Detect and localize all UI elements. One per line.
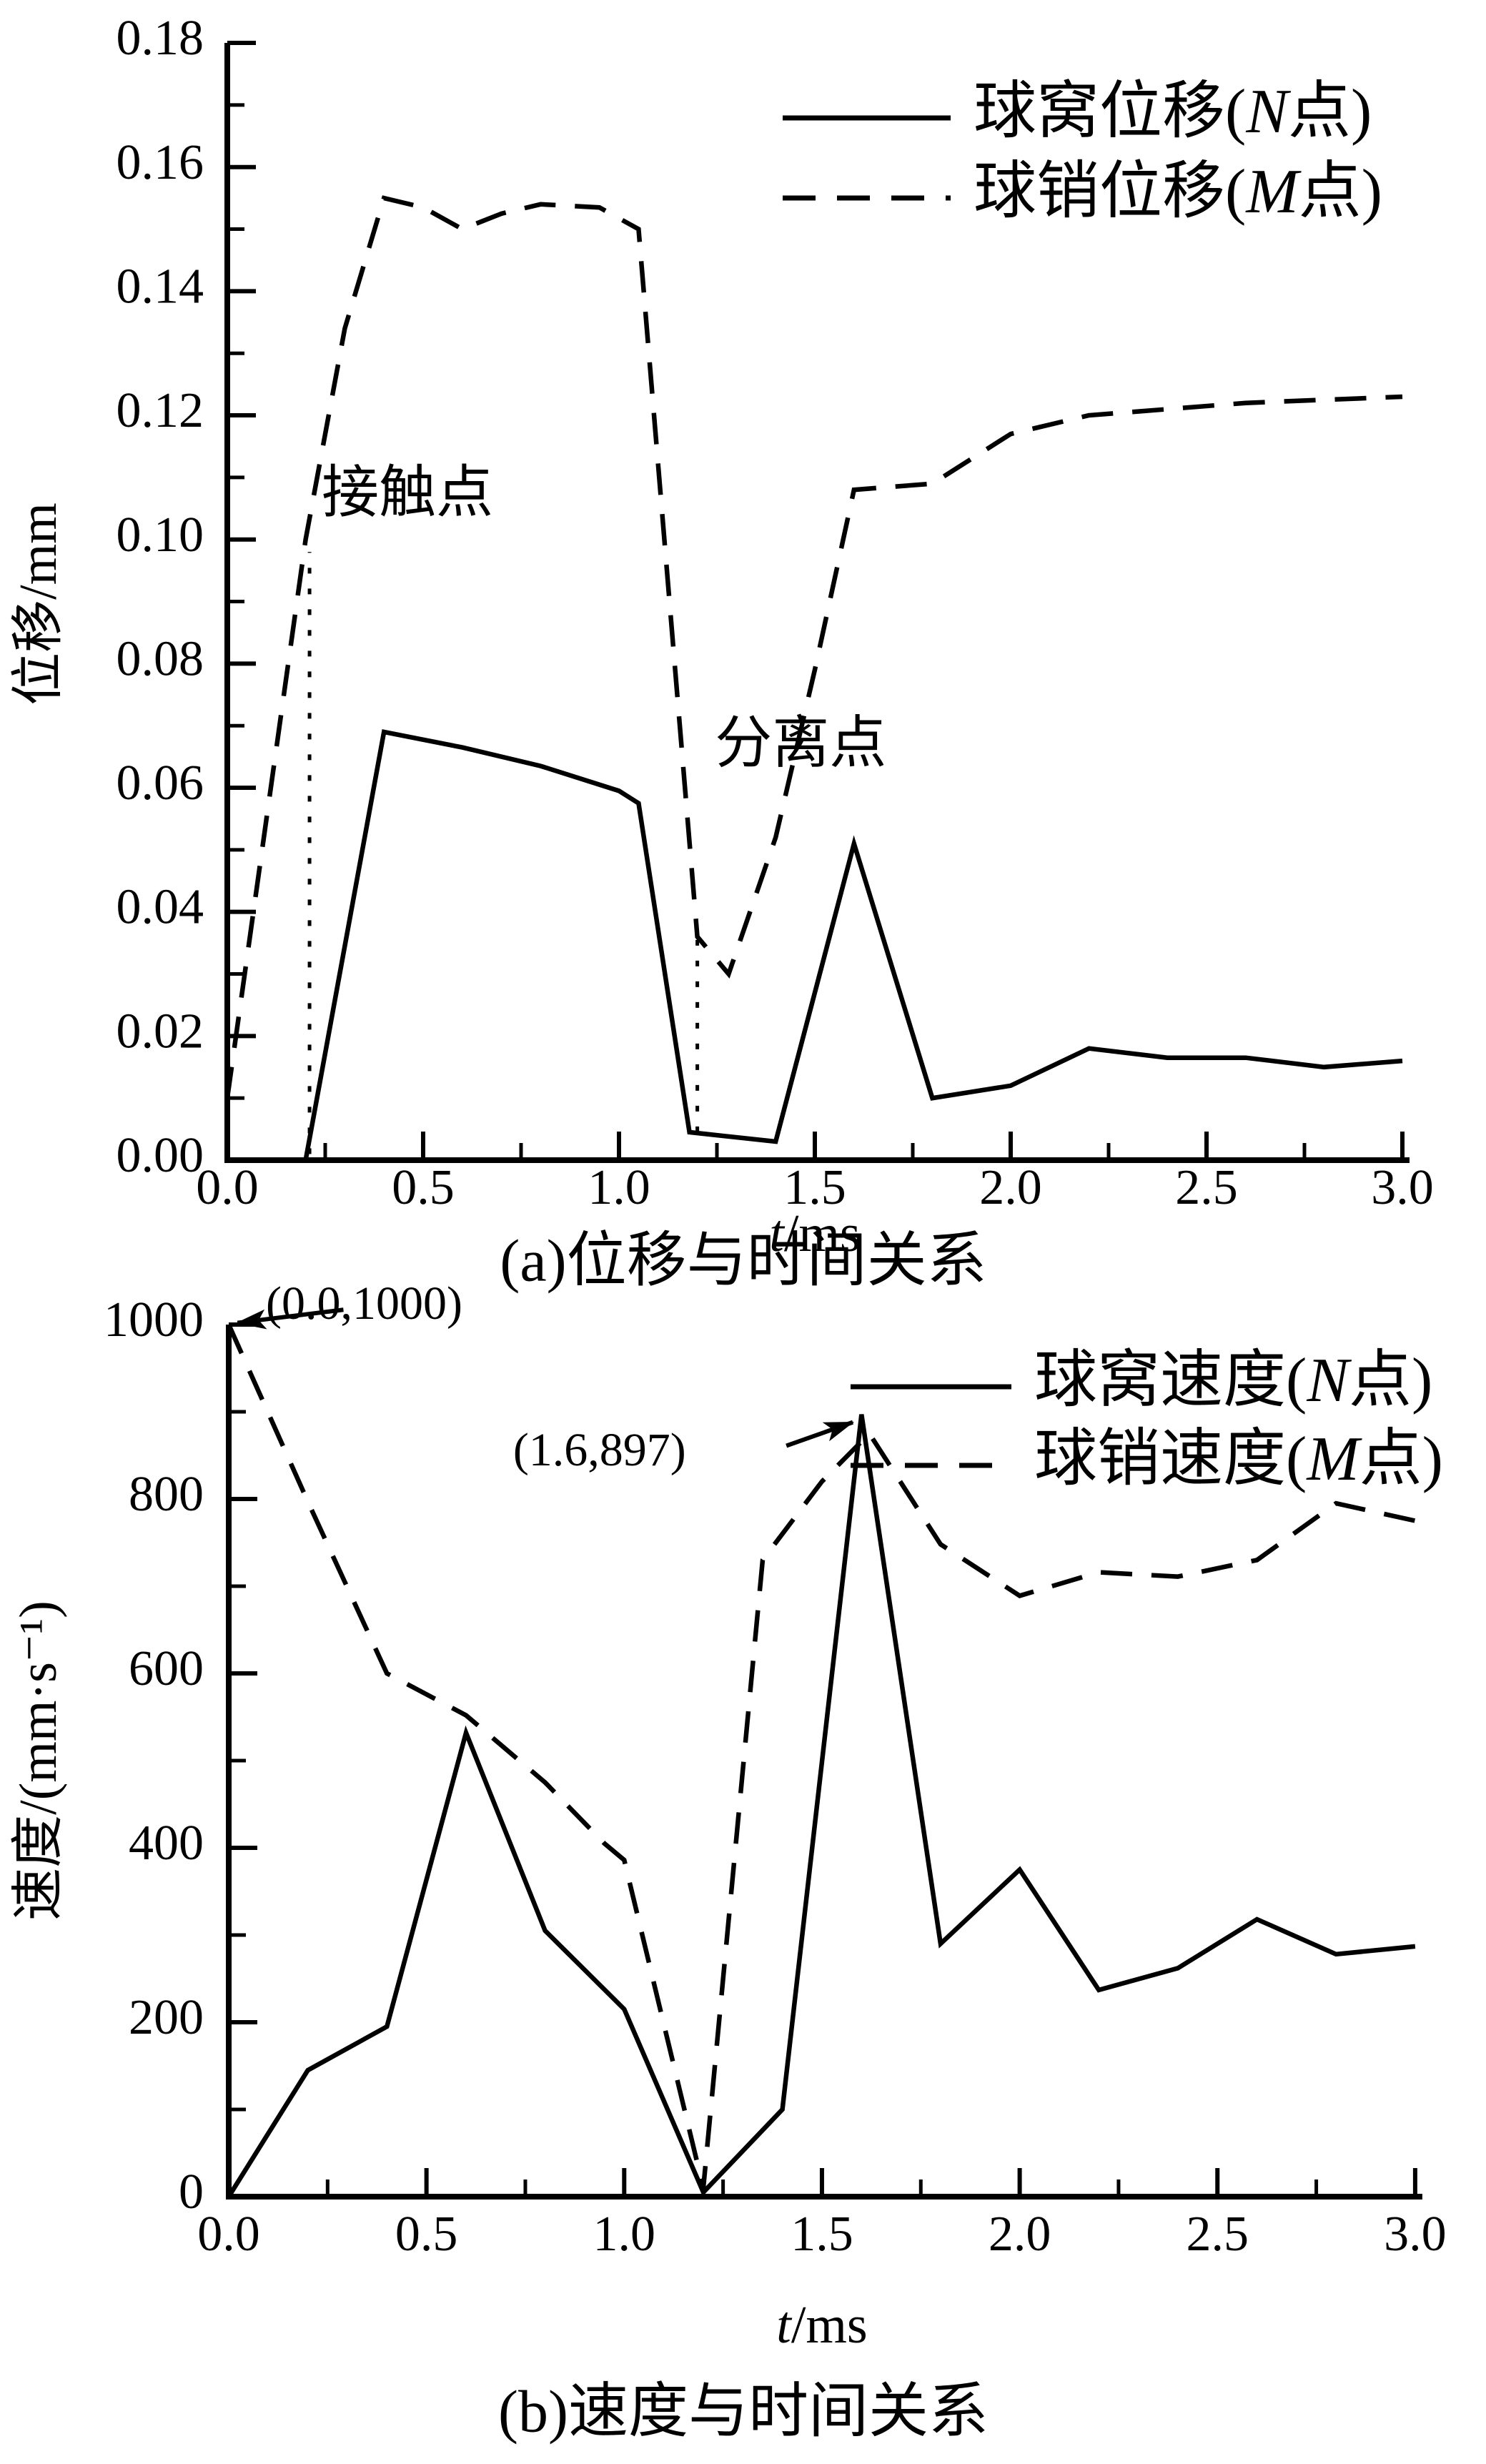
chart-b-y-axis-title: 速度/(mm·s⁻¹)	[9, 1600, 68, 1921]
annotations: (0.0,1000) (1.6,897)	[236, 1277, 854, 1476]
y-tick-label: 0.12	[117, 383, 204, 438]
y-tick-label: 400	[129, 1816, 204, 1871]
y-tick-label: 800	[129, 1467, 204, 1522]
legend-label: 球窝速度(N点)	[1034, 1346, 1432, 1415]
y-axis-ticks: 0.00 0.02 0.04 0.06 0.08 0.10 0.12 0.14 0.16 0.18	[117, 11, 256, 1183]
chart-a-y-axis-title: 位移/mm	[9, 503, 68, 706]
chart-a-canvas: 0.00 0.02 0.04 0.06 0.08 0.10 0.12 0.14 0.16 0.18…	[9, 11, 1434, 1294]
chart-b-render-root: 0 200 400 600 800 1000 0.0 0.5 1.0 1.5 2.0 2.5 3.0 球窝…	[104, 1277, 1447, 2262]
x-tick-label: 1.5	[791, 2207, 853, 2262]
x-tick-label: 0.5	[395, 2207, 458, 2262]
y-tick-label: 0.04	[117, 880, 204, 935]
curve-pin-velocity-M	[227, 1323, 1416, 2189]
y-tick-label: 0.06	[117, 756, 204, 811]
y-tick-label: 0.14	[117, 259, 204, 314]
x-tick-label: 0.5	[392, 1160, 455, 1215]
y-tick-label: 0.08	[117, 631, 204, 686]
chart-a: 0.00 0.02 0.04 0.06 0.08 0.10 0.12 0.14 0.16 0.18…	[9, 11, 1434, 1294]
chart-b: 0 200 400 600 800 1000 0.0 0.5 1.0 1.5 2.0 2.5 3.0 球窝…	[0, 1251, 1486, 2464]
annotation-arrow	[236, 1307, 344, 1330]
x-tick-label: 1.0	[593, 2207, 656, 2262]
y-tick-label: 0.02	[117, 1004, 204, 1059]
x-tick-label: 3.0	[1371, 1160, 1434, 1215]
y-tick-label: 600	[129, 1641, 204, 1696]
x-tick-label: 1.5	[783, 1160, 846, 1215]
y-tick-label: 0.16	[117, 135, 204, 190]
y-tick-label: 0	[179, 2164, 204, 2220]
x-tick-label: 0.0	[196, 1160, 259, 1215]
chart-a-render-root: 0.00 0.02 0.04 0.06 0.08 0.10 0.12 0.14 0.16 0.18…	[117, 11, 1434, 1215]
legend-label: 球销位移(M点)	[974, 157, 1382, 227]
chart-b-caption: (b)速度与时间关系	[498, 2378, 989, 2445]
annotation-text: 接触点	[322, 462, 493, 525]
legend-label: 球销速度(M点)	[1034, 1425, 1443, 1494]
y-tick-label: 0.10	[117, 508, 204, 563]
y-tick-label: 200	[129, 1990, 204, 2045]
y-tick-label: 1000	[104, 1292, 204, 1347]
chart-a-caption: (a)位移与时间关系	[500, 1227, 986, 1294]
x-tick-label: 1.0	[588, 1160, 650, 1215]
annotation-text: (0.0,1000)	[266, 1277, 462, 1330]
x-tick-label: 2.0	[989, 2207, 1051, 2262]
chart-b-canvas: 0 200 400 600 800 1000 0.0 0.5 1.0 1.5 2.0 2.5 3.0 球窝…	[9, 1277, 1447, 2445]
legend-label: 球窝位移(N点)	[974, 77, 1372, 147]
curve-pin-displacement-M	[224, 195, 1403, 1099]
y-tick-label: 0.00	[117, 1128, 204, 1183]
y-tick-label: 0.18	[117, 11, 204, 66]
legend: 球窝速度(N点) 球销速度(M点)	[851, 1346, 1443, 1494]
x-tick-label: 3.0	[1384, 2207, 1447, 2262]
annotation-text: 分离点	[715, 713, 886, 776]
chart-a-x-axis-title: t/ms	[769, 1204, 860, 1263]
x-tick-label: 0.0	[197, 2207, 260, 2262]
x-tick-label: 2.5	[1175, 1160, 1238, 1215]
x-tick-label: 2.5	[1187, 2207, 1249, 2262]
chart-b-x-axis-title: t/ms	[776, 2296, 867, 2355]
x-axis-ticks: 0.0 0.5 1.0 1.5 2.0 2.5 3.0	[197, 2168, 1447, 2262]
curve-socket-displacement-N	[227, 729, 1403, 1163]
x-axis-ticks: 0.0 0.5 1.0 1.5 2.0 2.5 3.0	[196, 1132, 1434, 1215]
legend: 球窝位移(N点) 球销位移(M点)	[783, 77, 1382, 227]
annotation-text: (1.6,897)	[513, 1424, 686, 1476]
y-axis-ticks: 0 200 400 600 800 1000	[104, 1292, 257, 2220]
curve-socket-velocity-N	[227, 1414, 1416, 2198]
annotation-arrow	[786, 1420, 854, 1448]
x-tick-label: 2.0	[979, 1160, 1042, 1215]
